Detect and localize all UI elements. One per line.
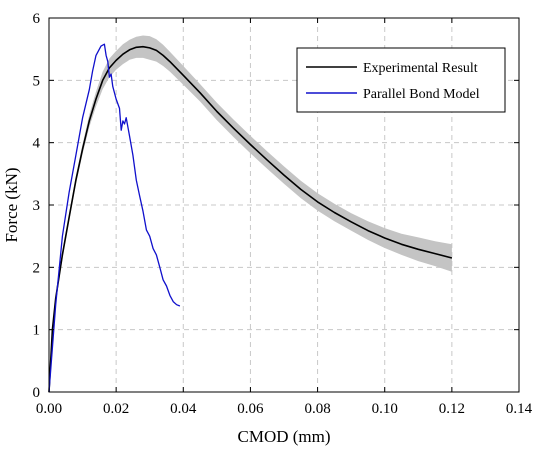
y-tick-label: 2: [33, 260, 41, 276]
x-tick-label: 0.04: [170, 401, 197, 417]
y-tick-label: 5: [33, 73, 41, 89]
parallel-bond-model-line: [48, 43, 181, 393]
legend: Experimental Result Parallel Bond Model: [296, 47, 506, 113]
x-tick-label: 0.10: [372, 401, 398, 417]
legend-label-experimental: Experimental Result: [363, 61, 478, 76]
y-tick-label: 3: [33, 198, 41, 214]
legend-label-parallel-bond: Parallel Bond Model: [363, 87, 480, 102]
y-tick-label: 4: [33, 136, 41, 152]
ticks: [48, 17, 520, 393]
x-tick-label: 0.00: [36, 401, 62, 417]
y-axis-title: Force (kN): [2, 167, 21, 242]
x-tick-label: 0.06: [237, 401, 264, 417]
x-axis-title: CMOD (mm): [237, 427, 330, 446]
series-layer: [48, 43, 453, 393]
x-tick-label: 0.14: [506, 401, 533, 417]
y-tick-label: 1: [33, 323, 41, 339]
x-tick-label: 0.08: [304, 401, 330, 417]
tick-labels: 0.00 0.02 0.04 0.06 0.08 0.10 0.12 0.14 0 1 2 3 4 5 6: [33, 11, 533, 417]
legend-box: [296, 47, 506, 113]
y-tick-label: 0: [33, 385, 41, 401]
y-tick-label: 6: [33, 11, 41, 27]
x-tick-label: 0.02: [103, 401, 129, 417]
experimental-result-line: [48, 45, 453, 393]
x-tick-label: 0.12: [439, 401, 465, 417]
